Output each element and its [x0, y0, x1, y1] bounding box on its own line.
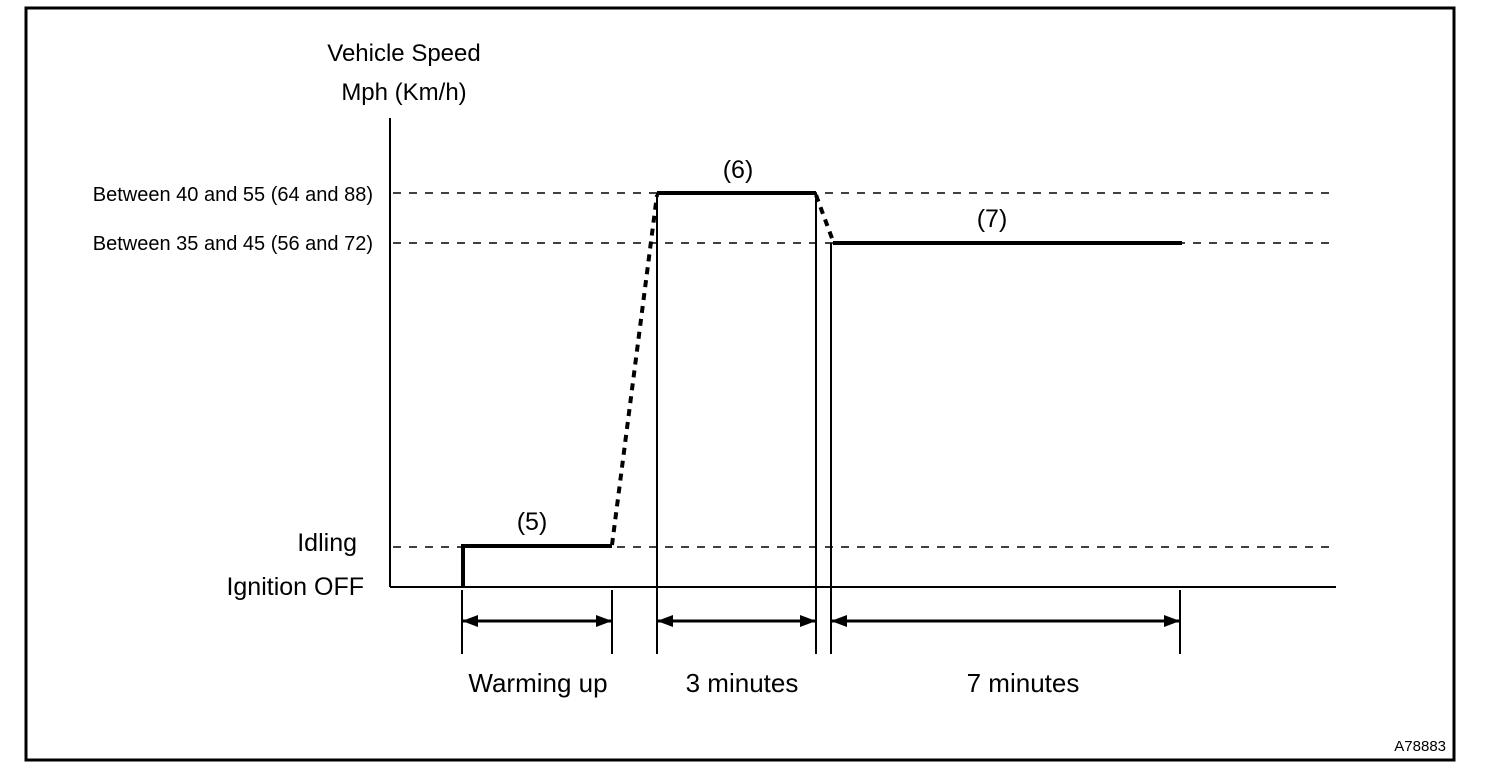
figure-frame: [24, 6, 1456, 762]
level-label-high: Between 40 and 55 (64 and 88): [93, 184, 373, 206]
warm-up-profile-segment: [461, 544, 612, 588]
figure-reference-code: A78883: [1394, 738, 1446, 755]
duration-label-warm: Warming up: [468, 668, 607, 698]
step-label-6: (6): [723, 156, 754, 184]
level-label-idling: Idling: [297, 529, 357, 557]
acceleration-transition: [610, 194, 659, 546]
level-label-mid: Between 35 and 45 (56 and 72): [93, 233, 373, 255]
duration-label-mid: 7 minutes: [967, 668, 1080, 698]
level-label-ignition-off: Ignition OFF: [226, 573, 364, 601]
y-axis-title-line1: Vehicle Speed: [327, 40, 480, 67]
y-axis-title-line2: Mph (Km/h): [341, 79, 466, 106]
step-label-7: (7): [977, 205, 1008, 233]
step-label-5: (5): [517, 508, 548, 536]
deceleration-transition: [814, 194, 835, 242]
duration-label-high: 3 minutes: [686, 668, 799, 698]
